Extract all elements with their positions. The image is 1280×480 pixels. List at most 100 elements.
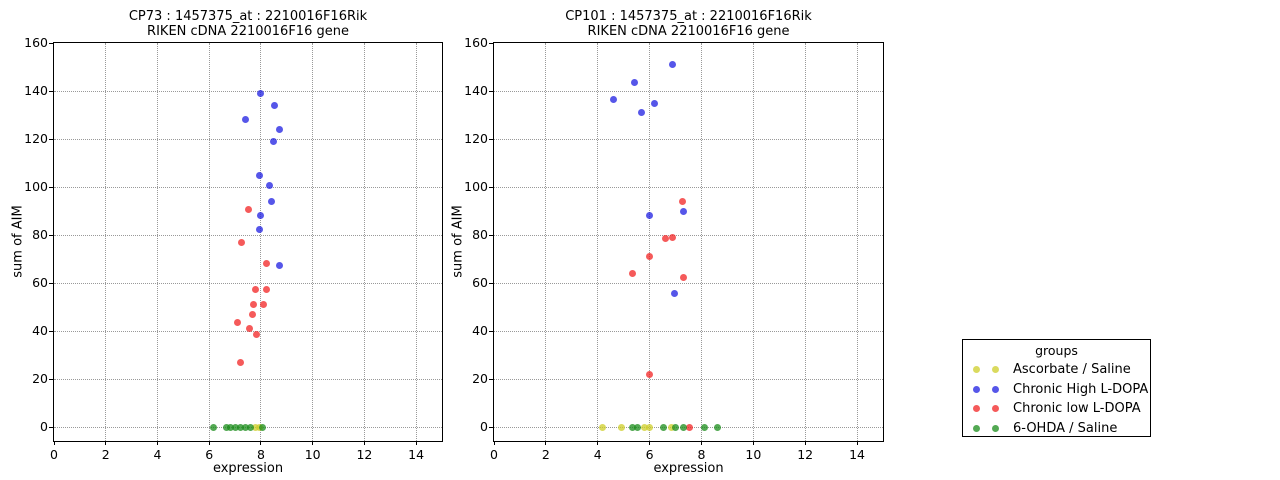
data-point <box>242 423 250 431</box>
x-axis-label: expression <box>653 461 724 476</box>
data-point <box>634 423 642 431</box>
y-tick-label: 20 <box>472 371 488 386</box>
y-tick-mark <box>489 234 493 236</box>
data-point <box>246 423 254 431</box>
plot-title: CP101 : 1457375_at : 2210016F16Rik RIKEN… <box>494 9 883 39</box>
data-point <box>276 125 284 133</box>
data-point <box>245 325 253 333</box>
y-tick-label: 120 <box>464 131 488 146</box>
data-point <box>233 319 241 327</box>
data-point <box>238 238 246 246</box>
y-tick-mark <box>489 282 493 284</box>
legend-label: Chronic High L-DOPA <box>1013 381 1149 397</box>
y-gridline <box>494 90 883 92</box>
x-gridline <box>856 43 858 441</box>
data-point <box>227 423 235 431</box>
data-point <box>686 423 694 431</box>
data-point <box>257 89 265 97</box>
x-tick-mark <box>260 441 262 445</box>
data-point <box>629 269 637 277</box>
y-tick-mark <box>489 378 493 380</box>
data-point <box>267 197 275 205</box>
data-point <box>672 423 680 431</box>
y-tick-label: 160 <box>464 35 488 50</box>
data-point <box>713 423 721 431</box>
y-tick-mark <box>49 138 53 140</box>
data-point <box>679 207 687 215</box>
y-gridline <box>54 90 442 92</box>
x-gridline <box>156 43 158 441</box>
legend-marker-icon <box>992 424 999 432</box>
data-point <box>255 171 263 179</box>
y-tick-mark <box>49 42 53 44</box>
legend-entry-ascorbate-saline: Ascorbate / Saline <box>963 360 1150 380</box>
x-tick-label: 6 <box>645 447 654 462</box>
x-tick-mark <box>363 441 365 445</box>
legend-marker-icon <box>992 405 999 413</box>
y-tick-mark <box>49 378 53 380</box>
x-tick-label: 2 <box>541 447 550 462</box>
y-tick-label: 100 <box>24 179 48 194</box>
data-point <box>256 212 264 220</box>
data-point <box>255 225 263 233</box>
data-point <box>617 423 625 431</box>
data-point <box>646 212 654 220</box>
data-point <box>249 301 257 309</box>
x-tick-mark <box>804 441 806 445</box>
plot-title-line2: RIKEN cDNA 2210016F16 gene <box>147 24 349 39</box>
x-tick-mark <box>856 441 858 445</box>
data-point <box>271 101 279 109</box>
legend-entry-6ohda-saline: 6-OHDA / Saline <box>963 419 1150 439</box>
legend: groups Ascorbate / Saline Chronic High L… <box>962 339 1151 437</box>
x-gridline <box>363 43 365 441</box>
data-point <box>222 423 230 431</box>
y-tick-mark <box>489 42 493 44</box>
x-gridline <box>208 43 210 441</box>
y-gridline <box>494 234 883 236</box>
y-gridline <box>54 234 442 236</box>
x-gridline <box>700 43 702 441</box>
plot-title: CP73 : 1457375_at : 2210016F16Rik RIKEN … <box>54 9 442 39</box>
data-point <box>599 423 607 431</box>
data-point <box>661 235 669 243</box>
data-point <box>253 331 261 339</box>
y-tick-label: 0 <box>480 419 488 434</box>
data-point <box>242 116 250 124</box>
y-gridline <box>494 378 883 380</box>
y-tick-label: 60 <box>32 275 48 290</box>
y-tick-mark <box>489 186 493 188</box>
x-gridline <box>545 43 547 441</box>
y-tick-mark <box>49 90 53 92</box>
y-gridline <box>494 330 883 332</box>
x-tick-mark <box>493 441 495 445</box>
legend-label: 6-OHDA / Saline <box>1013 420 1118 436</box>
y-tick-mark <box>489 426 493 428</box>
x-tick-mark <box>53 441 55 445</box>
plot-title-line2: RIKEN cDNA 2210016F16 gene <box>587 24 790 39</box>
data-point <box>670 290 678 298</box>
y-tick-mark <box>489 90 493 92</box>
x-gridline <box>649 43 651 441</box>
x-tick-mark <box>105 441 107 445</box>
x-tick-label: 6 <box>205 447 214 462</box>
x-gridline <box>105 43 107 441</box>
legend-marker-icon <box>973 366 980 374</box>
legend-marker-icon <box>973 405 980 413</box>
legend-label: Chronic low L-DOPA <box>1013 401 1141 417</box>
y-tick-label: 120 <box>24 131 48 146</box>
y-tick-label: 0 <box>40 419 48 434</box>
x-tick-mark <box>597 441 599 445</box>
x-tick-label: 14 <box>849 447 866 462</box>
data-point <box>629 423 637 431</box>
y-tick-label: 160 <box>24 35 48 50</box>
data-point <box>269 137 277 145</box>
data-point <box>660 423 668 431</box>
y-tick-label: 80 <box>472 227 488 242</box>
y-tick-label: 140 <box>464 83 488 98</box>
plot-title-line1: CP73 : 1457375_at : 2210016F16Rik <box>128 9 368 24</box>
x-gridline <box>752 43 754 441</box>
y-tick-label: 20 <box>32 371 48 386</box>
plot-cp73: CP73 : 1457375_at : 2210016F16Rik RIKEN … <box>11 9 443 476</box>
x-tick-label: 0 <box>490 447 498 462</box>
